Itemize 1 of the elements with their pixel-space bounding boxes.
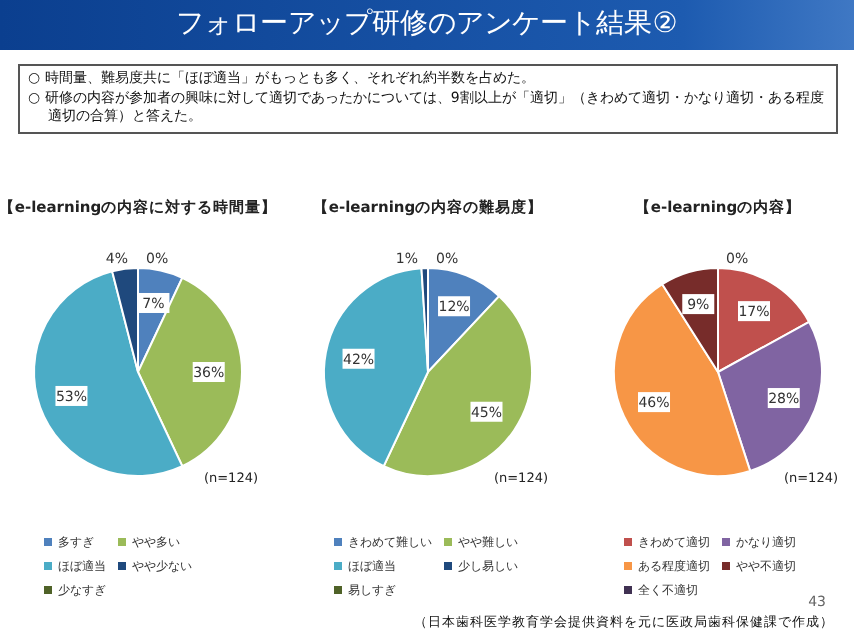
text: フォローアップ研修のアンケート結果② bbox=[0, 0, 854, 50]
